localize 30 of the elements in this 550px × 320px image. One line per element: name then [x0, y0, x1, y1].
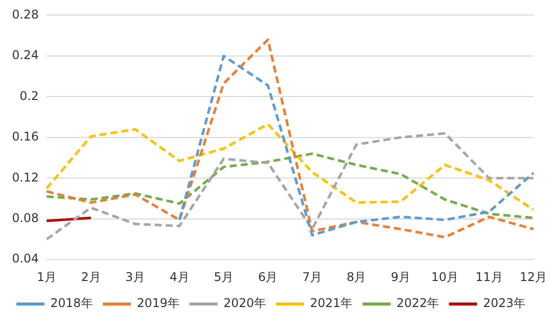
y-tick-label: 0.12 — [12, 170, 39, 184]
x-tick-label: 12月 — [520, 270, 548, 284]
x-tick-label: 6月 — [258, 270, 278, 284]
x-tick-label: 9月 — [390, 270, 410, 284]
x-tick-label: 5月 — [214, 270, 234, 284]
x-tick-label: 2月 — [81, 270, 101, 284]
legend-label: 2018年 — [50, 296, 93, 310]
y-tick-label: 0.24 — [12, 48, 39, 62]
line-series — [45, 152, 535, 220]
x-tick-label: 11月 — [475, 270, 503, 284]
x-tick-label: 7月 — [302, 270, 322, 284]
y-tick-label: 0.04 — [12, 252, 39, 266]
y-tick-label: 0.16 — [12, 130, 39, 144]
line-series — [45, 38, 535, 238]
y-tick-label: 0.28 — [12, 7, 39, 22]
y-tick-label: 0.08 — [12, 210, 39, 225]
x-tick-label: 3月 — [125, 270, 146, 284]
x-tick-label: 10月 — [431, 270, 459, 284]
y-tick-label: 0.2 — [20, 88, 39, 103]
x-tick-label: 8月 — [346, 270, 366, 284]
legend-label: 2023年 — [483, 296, 526, 310]
line-series — [45, 132, 535, 240]
line-series — [45, 122, 535, 211]
legend-label: 2022年 — [396, 296, 440, 310]
legend-label: 2021年 — [310, 296, 353, 310]
x-tick-label: 4月 — [170, 270, 190, 284]
x-tick-label: 1月 — [36, 270, 57, 284]
legend-label: 2020年 — [223, 296, 266, 310]
line-series — [178, 54, 535, 236]
legend-label: 2019年 — [136, 296, 180, 310]
